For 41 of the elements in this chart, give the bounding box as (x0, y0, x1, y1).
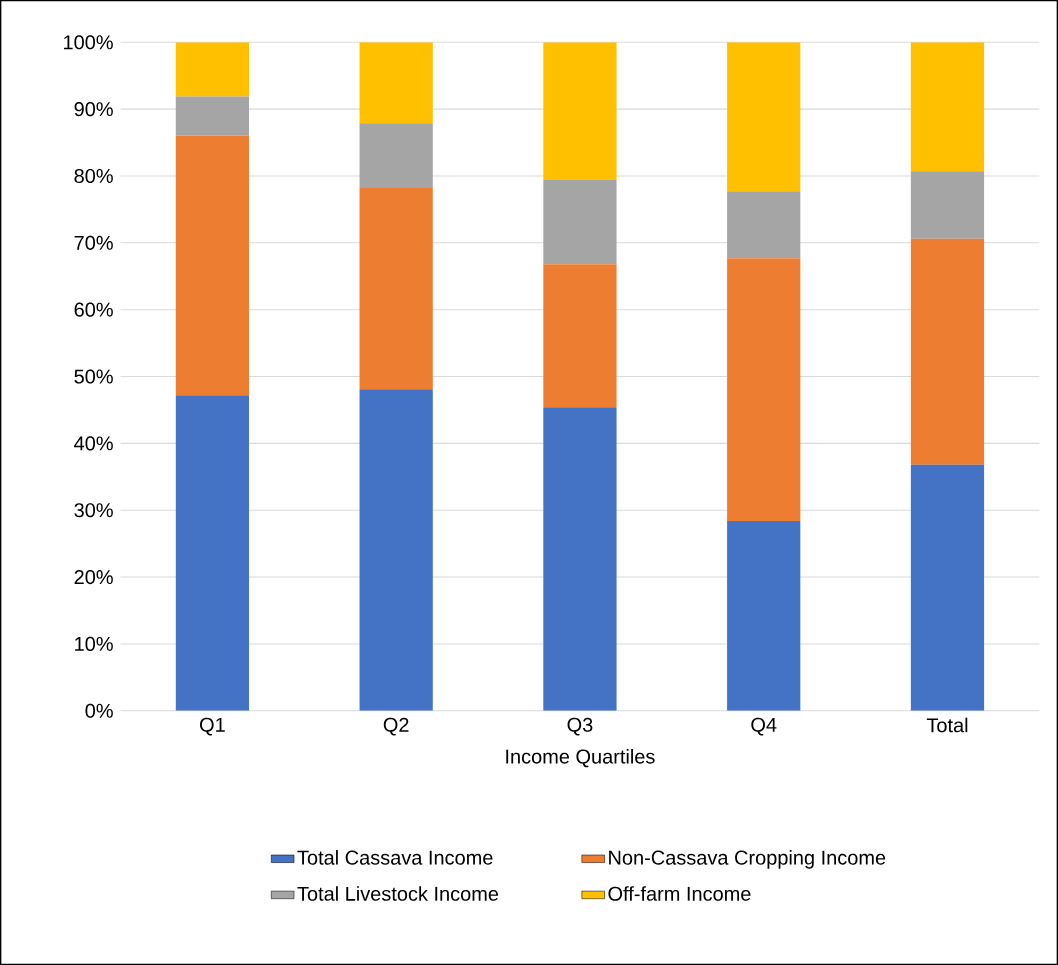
bar (910, 42, 985, 172)
x-tick-label: Q2 (383, 717, 409, 736)
x-tick-label: Q1 (200, 717, 225, 736)
y-tick-label: 70% (74, 235, 113, 250)
bar (175, 395, 250, 711)
bar (359, 123, 433, 188)
y-tick-label: 50% (74, 369, 113, 384)
legend-label: Total Livestock Income (297, 886, 499, 901)
x-tick-label: Total (926, 717, 968, 733)
legend-label: Off-farm Income (608, 886, 751, 901)
y-tick-label: 0% (85, 703, 113, 718)
y-tick-label: 10% (75, 636, 113, 651)
x-axis-title: Income Quartiles (506, 748, 655, 768)
x-tick-label: Q3 (567, 717, 593, 736)
bar (543, 179, 617, 265)
y-tick-label: 80% (74, 168, 113, 183)
bar (543, 264, 617, 408)
bar (175, 135, 250, 396)
legend-label: Total Cassava Income (297, 850, 493, 865)
bar (910, 464, 985, 711)
bar (910, 238, 985, 465)
y-tick-label: 60% (74, 302, 113, 317)
bar (543, 42, 617, 180)
bar (543, 407, 617, 711)
bar (727, 191, 801, 259)
bar (727, 42, 801, 192)
y-tick-label: 20% (74, 569, 113, 585)
bar (727, 520, 801, 711)
bar (175, 42, 250, 97)
bar (359, 42, 433, 124)
bar (359, 187, 433, 390)
bar (910, 171, 985, 239)
bar (175, 96, 250, 136)
y-tick-label: 90% (74, 102, 113, 117)
bar (359, 389, 433, 711)
bar (727, 258, 801, 521)
x-tick-label: Q4 (751, 717, 777, 736)
y-tick-label: 40% (74, 436, 113, 451)
y-tick-label: 100% (64, 35, 113, 50)
legend-label: Non-Cassava Cropping Income (609, 850, 886, 869)
y-tick-label: 30% (74, 503, 113, 518)
